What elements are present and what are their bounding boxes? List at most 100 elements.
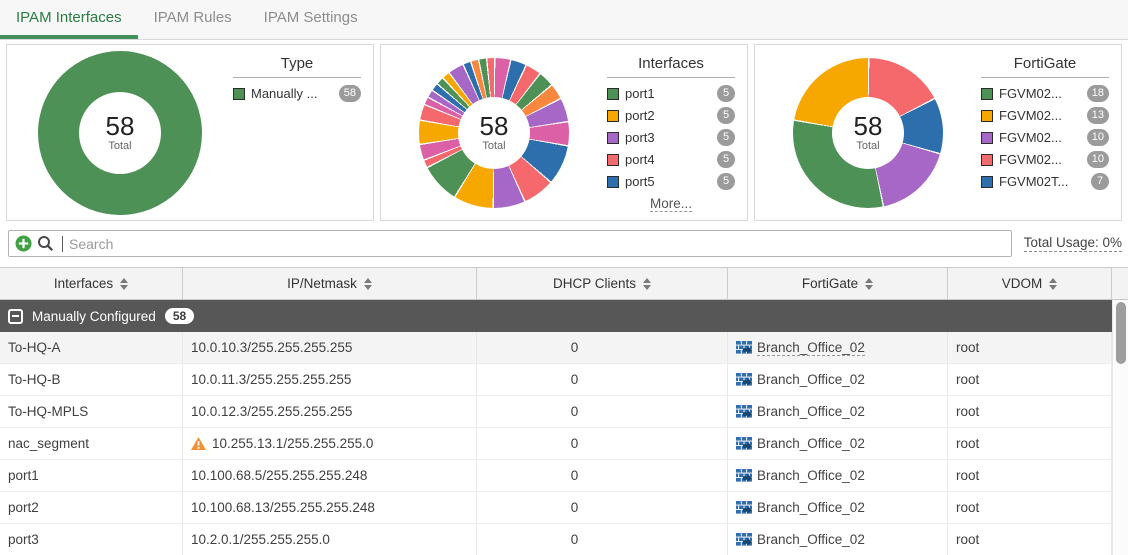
cell-interface: port3 (0, 524, 183, 555)
interfaces-chart-panel: 58 Total Interfaces port1 5 port2 5 port3 5 po… (380, 44, 748, 221)
column-header-vdom[interactable]: VDOM (948, 268, 1112, 299)
cell-interface: To-HQ-MPLS (0, 396, 183, 427)
legend-count-badge: 5 (717, 129, 735, 146)
legend-count-badge: 18 (1086, 85, 1109, 102)
column-header-ip-netmask[interactable]: IP/Netmask (183, 268, 477, 299)
column-header-interfaces[interactable]: Interfaces (0, 268, 183, 299)
cell-fortigate: Branch_Office_02 (728, 492, 948, 523)
vdom-value: root (956, 404, 980, 419)
cell-vdom: root (948, 460, 1112, 491)
legend-title: Interfaces (607, 55, 735, 78)
collapse-icon[interactable] (8, 308, 23, 324)
legend-swatch-icon (607, 109, 619, 122)
type-donut-chart[interactable]: 58 Total (38, 50, 202, 215)
legend-more-wrap: More... (607, 195, 735, 213)
sort-icon[interactable] (865, 277, 874, 290)
interfaces-donut-chart[interactable]: 58 Total (419, 57, 569, 208)
legend-label: FGVM02... (999, 152, 1062, 167)
table-row[interactable]: port1 10.100.68.5/255.255.255.248 0 Branch_… (0, 460, 1112, 492)
legend-item[interactable]: port3 5 (607, 129, 735, 146)
table-row[interactable]: To-HQ-B 10.0.11.3/255.255.255.255 0 Branch_… (0, 364, 1112, 396)
interface-name: To-HQ-A (8, 340, 61, 355)
legend-swatch-icon (981, 109, 993, 122)
fortigate-donut-chart[interactable]: 58 Total (793, 57, 943, 208)
table-row[interactable]: To-HQ-A 10.0.10.3/255.255.255.255 0 Branch_… (0, 332, 1112, 364)
table-row[interactable]: port2 10.100.68.13/255.255.255.248 0 Branch… (0, 492, 1112, 524)
legend-items: port1 5 port2 5 port3 5 port4 5 port5 5 More... (607, 85, 735, 213)
legend-title: FortiGate (981, 55, 1109, 78)
dhcp-clients-value: 0 (570, 532, 579, 547)
fortigate-link[interactable]: Branch_Office_02 (736, 500, 865, 516)
fortigate-link[interactable]: Branch_Office_02 (736, 532, 865, 548)
cell-fortigate: Branch_Office_02 (728, 332, 948, 363)
fortigate-link[interactable]: Branch_Office_02 (736, 436, 865, 452)
legend-label: port3 (625, 130, 655, 145)
cell-fortigate: Branch_Office_02 (728, 396, 948, 427)
legend-item[interactable]: port1 5 (607, 85, 735, 102)
fortigate-link[interactable]: Branch_Office_02 (736, 404, 865, 420)
cell-ip-netmask: 10.100.68.5/255.255.255.248 (183, 460, 477, 491)
legend-swatch-icon (981, 175, 993, 188)
cell-ip-netmask: 10.0.12.3/255.255.255.255 (183, 396, 477, 427)
tab-ipam-rules[interactable]: IPAM Rules (153, 9, 232, 26)
table-row[interactable]: nac_segment 10.255.13.1/255.255.255.0 0 Bra… (0, 428, 1112, 460)
legend-more-link[interactable]: More... (649, 196, 692, 212)
cell-fortigate: Branch_Office_02 (728, 460, 948, 491)
scrollbar-track[interactable] (1112, 300, 1128, 555)
total-usage-link[interactable]: Total Usage: 0% (1023, 235, 1122, 252)
cell-vdom: root (948, 492, 1112, 523)
sort-icon[interactable] (120, 277, 129, 290)
table-row[interactable]: To-HQ-MPLS 10.0.12.3/255.255.255.255 0 Bran… (0, 396, 1112, 428)
cell-vdom: root (948, 428, 1112, 459)
legend-item[interactable]: FGVM02... 13 (981, 107, 1109, 124)
search-input[interactable]: Search (8, 230, 1012, 257)
legend-item[interactable]: Manually ... 58 (233, 85, 361, 102)
header-filler (1112, 268, 1128, 299)
tab-bar: IPAM Interfaces IPAM Rules IPAM Settings (0, 0, 1128, 40)
cell-interface: port2 (0, 492, 183, 523)
sort-icon[interactable] (643, 277, 652, 290)
add-filter-icon[interactable] (15, 235, 32, 252)
fortigate-link[interactable]: Branch_Office_02 (736, 372, 865, 388)
tab-ipam-interfaces[interactable]: IPAM Interfaces (0, 0, 138, 39)
column-header-dhcp-clients[interactable]: DHCP Clients (477, 268, 728, 299)
dhcp-clients-value: 0 (570, 500, 579, 515)
legend-item[interactable]: FGVM02T... 7 (981, 173, 1109, 190)
cell-dhcp-clients: 0 (477, 428, 728, 459)
dhcp-clients-value: 0 (570, 468, 579, 483)
tab-ipam-settings[interactable]: IPAM Settings (263, 9, 358, 26)
legend-item[interactable]: port4 5 (607, 151, 735, 168)
legend-item[interactable]: port2 5 (607, 107, 735, 124)
fortigate-link[interactable]: Branch_Office_02 (736, 340, 865, 356)
fortigate-device-icon (736, 373, 752, 386)
search-row: Search Total Usage: 0% (0, 222, 1128, 267)
cell-fortigate: Branch_Office_02 (728, 364, 948, 395)
group-row-manually-configured[interactable]: Manually Configured 58 (0, 300, 1112, 332)
legend-label: FGVM02... (999, 130, 1062, 145)
legend-label: port4 (625, 152, 655, 167)
fortigate-link[interactable]: Branch_Office_02 (736, 468, 865, 484)
vdom-value: root (956, 340, 980, 355)
fortigate-device-icon (736, 533, 752, 546)
legend-swatch-icon (981, 153, 993, 166)
search-icon (37, 235, 54, 252)
column-header-fortigate[interactable]: FortiGate (728, 268, 948, 299)
cell-vdom: root (948, 524, 1112, 555)
sort-icon[interactable] (363, 277, 372, 290)
ip-netmask-value: 10.2.0.1/255.255.255.0 (191, 532, 330, 547)
fortigate-device-icon (736, 405, 752, 418)
sort-icon[interactable] (1049, 277, 1058, 290)
legend-item[interactable]: FGVM02... 10 (981, 151, 1109, 168)
table-row[interactable]: port3 10.2.0.1/255.255.255.0 0 Branch_Offic… (0, 524, 1112, 555)
interface-name: To-HQ-MPLS (8, 404, 89, 419)
cell-dhcp-clients: 0 (477, 524, 728, 555)
donut-center: 58 Total (458, 96, 530, 169)
fortigate-name: Branch_Office_02 (757, 435, 865, 451)
scrollbar-thumb[interactable] (1116, 302, 1126, 364)
legend-swatch-icon (607, 87, 619, 100)
legend-item[interactable]: FGVM02... 10 (981, 129, 1109, 146)
cell-interface: To-HQ-A (0, 332, 183, 363)
cell-dhcp-clients: 0 (477, 460, 728, 491)
legend-item[interactable]: FGVM02... 18 (981, 85, 1109, 102)
legend-item[interactable]: port5 5 (607, 173, 735, 190)
